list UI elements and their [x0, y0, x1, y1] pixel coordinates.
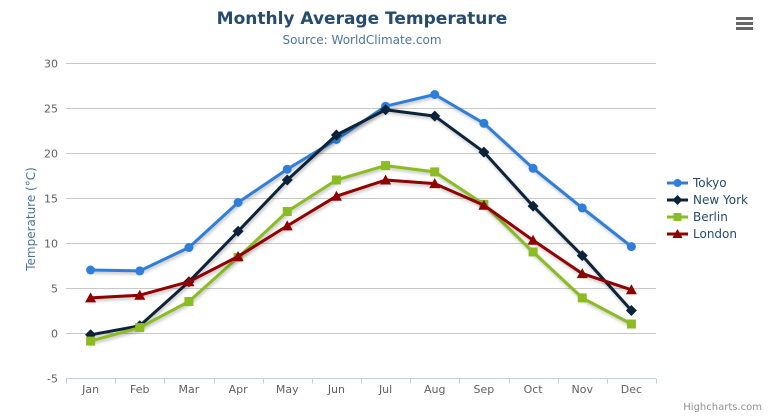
hamburger-icon — [736, 17, 753, 30]
svg-text:Sep: Sep — [474, 383, 495, 396]
new-york-series-marker-icon — [667, 195, 688, 205]
legend-item-london[interactable]: London — [667, 227, 748, 241]
chart-title: Monthly Average Temperature — [216, 9, 508, 29]
svg-text:15: 15 — [44, 193, 58, 206]
legend-label: New York — [693, 193, 748, 207]
svg-text:Jun: Jun — [327, 383, 345, 396]
svg-text:Aug: Aug — [424, 383, 445, 396]
svg-text:-5: -5 — [47, 373, 58, 386]
chart-legend: Tokyo New York Berlin London — [667, 176, 748, 241]
svg-text:0: 0 — [51, 328, 58, 341]
svg-text:Apr: Apr — [229, 383, 249, 396]
legend-label: Berlin — [693, 210, 728, 224]
london-series-marker-icon — [667, 229, 688, 238]
svg-text:Mar: Mar — [179, 383, 200, 396]
berlin-series-marker-icon — [667, 213, 688, 221]
svg-text:30: 30 — [44, 58, 58, 71]
svg-text:Jan: Jan — [81, 383, 99, 396]
y-axis-title: Temperature (°C) — [24, 167, 38, 271]
legend-label: London — [693, 227, 737, 241]
svg-text:25: 25 — [44, 103, 58, 116]
svg-text:10: 10 — [44, 238, 58, 251]
svg-text:20: 20 — [44, 148, 58, 161]
svg-text:Feb: Feb — [130, 383, 149, 396]
svg-text:Dec: Dec — [621, 383, 642, 396]
svg-text:May: May — [276, 383, 299, 396]
svg-text:Jul: Jul — [378, 383, 392, 396]
legend-label: Tokyo — [693, 176, 727, 190]
chart-subtitle: Source: WorldClimate.com — [282, 33, 442, 47]
legend-item-berlin[interactable]: Berlin — [667, 210, 748, 224]
export-menu-button[interactable] — [736, 17, 753, 31]
svg-text:5: 5 — [51, 283, 58, 296]
legend-item-new-york[interactable]: New York — [667, 193, 748, 207]
svg-text:Oct: Oct — [524, 383, 544, 396]
tokyo-series-marker-icon — [667, 179, 688, 187]
credits-link[interactable]: Highcharts.com — [683, 402, 762, 413]
svg-text:Nov: Nov — [572, 383, 594, 396]
legend-item-tokyo[interactable]: Tokyo — [667, 176, 748, 190]
